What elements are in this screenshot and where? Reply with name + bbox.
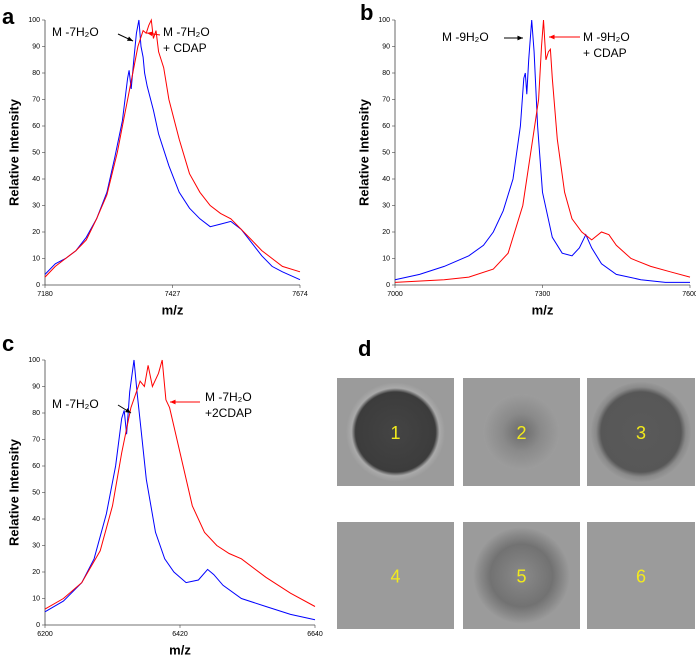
y-tick-label: 0	[386, 282, 390, 289]
y-tick-label: 0	[36, 282, 40, 289]
spot-number: 3	[636, 423, 646, 443]
y-tick-label: 100	[28, 17, 40, 24]
x-tick-label: 6200	[37, 631, 53, 638]
y-tick-label: 20	[32, 569, 40, 576]
y-tick-label: 60	[32, 463, 40, 470]
x-tick-label: 7180	[37, 291, 53, 298]
annotation: M -7H₂O	[52, 397, 99, 411]
x-axis-label: m/z	[169, 642, 191, 657]
annotation: + CDAP	[163, 41, 207, 55]
x-tick-label: 6420	[172, 631, 188, 638]
y-tick-label: 80	[382, 70, 390, 77]
spot-halo	[473, 527, 570, 624]
spectrum-line	[44, 19, 301, 281]
panel-label: b	[360, 0, 373, 25]
y-tick-label: 70	[32, 436, 40, 443]
spot-number: 6	[636, 566, 646, 586]
y-tick-label: 60	[32, 123, 40, 130]
y-tick-label: 90	[32, 383, 40, 390]
spectrum-line	[44, 359, 316, 610]
y-tick-label: 40	[32, 516, 40, 523]
y-axis-label: Relative Intensity	[6, 98, 21, 206]
annotation: + CDAP	[583, 46, 627, 60]
y-tick-label: 90	[32, 43, 40, 50]
y-tick-label: 10	[382, 255, 390, 262]
spot-number: 1	[390, 423, 400, 443]
spot-number: 2	[516, 423, 526, 443]
arrow-head	[549, 34, 555, 40]
spot-halo	[345, 382, 446, 482]
x-tick-label: 7000	[387, 291, 403, 298]
y-tick-label: 40	[382, 176, 390, 183]
x-tick-label: 7600	[682, 291, 696, 298]
x-tick-label: 7674	[292, 291, 308, 298]
y-tick-label: 90	[382, 43, 390, 50]
spot-halo	[591, 382, 691, 482]
y-tick-label: 0	[36, 622, 40, 629]
y-tick-label: 20	[32, 229, 40, 236]
y-tick-label: 30	[32, 202, 40, 209]
arrow-head	[147, 31, 153, 37]
spectrum-line	[44, 359, 316, 621]
y-tick-label: 20	[382, 229, 390, 236]
arrow-head	[517, 35, 523, 41]
y-tick-label: 50	[32, 149, 40, 156]
x-axis-label: m/z	[162, 302, 184, 317]
spectrum-line	[44, 18, 301, 278]
annotation: M -9H₂O	[583, 30, 630, 44]
y-tick-label: 60	[382, 123, 390, 130]
x-tick-label: 6640	[307, 631, 323, 638]
y-tick-label: 100	[378, 17, 390, 24]
annotation: M -7H₂O	[205, 390, 252, 404]
y-tick-label: 70	[32, 96, 40, 103]
y-tick-label: 80	[32, 70, 40, 77]
panel-label: c	[2, 331, 14, 356]
spot-image	[337, 522, 454, 629]
y-tick-label: 50	[382, 149, 390, 156]
x-axis-label: m/z	[532, 302, 554, 317]
y-tick-label: 70	[382, 96, 390, 103]
x-tick-label: 7427	[165, 291, 181, 298]
y-axis-label: Relative Intensity	[6, 438, 21, 546]
annotation: M -7H₂O	[52, 25, 99, 39]
x-tick-label: 7300	[535, 291, 551, 298]
annotation: M -7H₂O	[163, 25, 210, 39]
spectrum-line	[394, 19, 691, 283]
y-tick-label: 100	[28, 357, 40, 364]
annotation: +2CDAP	[205, 406, 252, 420]
arrow-head	[127, 36, 133, 41]
y-tick-label: 10	[32, 595, 40, 602]
y-tick-label: 80	[32, 410, 40, 417]
panel-label: d	[358, 336, 371, 361]
spot-halo	[483, 394, 560, 470]
spot-number: 5	[516, 566, 526, 586]
y-tick-label: 30	[32, 542, 40, 549]
y-tick-label: 30	[382, 202, 390, 209]
panel-label: a	[2, 4, 15, 29]
y-tick-label: 10	[32, 255, 40, 262]
arrow-head	[170, 399, 176, 405]
spot-number: 4	[390, 566, 400, 586]
annotation: M -9H₂O	[442, 30, 489, 44]
y-axis-label: Relative Intensity	[356, 98, 371, 206]
spectrum-line	[394, 19, 690, 283]
spot-image	[587, 522, 695, 629]
y-tick-label: 40	[32, 176, 40, 183]
arrow-head	[125, 408, 131, 413]
y-tick-label: 50	[32, 489, 40, 496]
